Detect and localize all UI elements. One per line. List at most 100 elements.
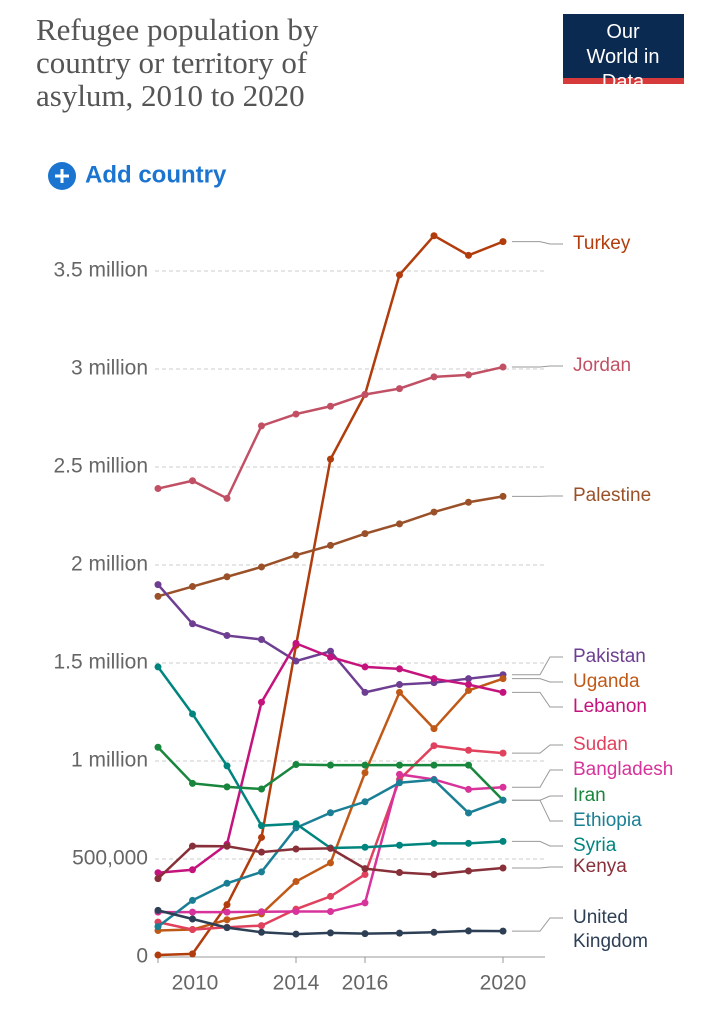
point: [258, 699, 265, 706]
y-tick-label: 1 million: [71, 749, 148, 772]
point: [327, 809, 334, 816]
point: [465, 786, 472, 793]
point: [224, 901, 231, 908]
series: Uganda: [155, 671, 640, 934]
point: [258, 834, 265, 841]
label-connector: [512, 918, 563, 931]
point: [224, 632, 231, 639]
y-tick-label: 500,000: [72, 847, 148, 870]
point: [327, 542, 334, 549]
label-connector: [512, 770, 563, 787]
point: [396, 520, 403, 527]
label-connector: [512, 657, 563, 675]
point: [258, 786, 265, 793]
legend-label: Iran: [573, 785, 606, 806]
x-tick-label: 2016: [342, 972, 389, 995]
label-connector: [512, 366, 563, 367]
point: [362, 663, 369, 670]
point: [500, 689, 507, 696]
legend-label: Bangladesh: [573, 759, 673, 780]
point: [327, 403, 334, 410]
point: [396, 869, 403, 876]
point: [431, 373, 438, 380]
series-line: [158, 643, 503, 872]
point: [224, 880, 231, 887]
legend-label: Uganda: [573, 671, 640, 692]
series: Kenya: [155, 843, 628, 883]
add-country-button[interactable]: Add country: [48, 161, 227, 190]
legend-label: Jordan: [573, 355, 631, 376]
point: [431, 929, 438, 936]
point: [293, 411, 300, 418]
point: [224, 783, 231, 790]
point: [293, 878, 300, 885]
point: [155, 744, 162, 751]
label-connector: [512, 841, 563, 846]
legend-label: Sudan: [573, 734, 628, 755]
point: [258, 908, 265, 915]
point: [189, 950, 196, 957]
legend-label: Lebanon: [573, 696, 647, 717]
point: [396, 665, 403, 672]
point: [293, 931, 300, 938]
point: [327, 859, 334, 866]
legend-label: Turkey: [573, 233, 631, 254]
point: [155, 907, 162, 914]
series-line: [158, 780, 503, 927]
point: [431, 232, 438, 239]
legend-label: Palestine: [573, 485, 651, 506]
point: [465, 499, 472, 506]
y-tick-label: 1.5 million: [53, 651, 148, 674]
point: [258, 922, 265, 929]
point: [396, 842, 403, 849]
point: [224, 573, 231, 580]
point: [293, 658, 300, 665]
point: [431, 776, 438, 783]
point: [431, 509, 438, 516]
point: [431, 742, 438, 749]
add-country-label[interactable]: Add country: [85, 161, 227, 188]
point: [327, 654, 334, 661]
point: [500, 784, 507, 791]
point: [465, 809, 472, 816]
point: [362, 865, 369, 872]
legend-label: Ethiopia: [573, 810, 642, 831]
legend-label: Pakistan: [573, 646, 646, 667]
point: [500, 838, 507, 845]
series: Jordan: [155, 355, 632, 502]
x-tick-label: 2014: [273, 972, 320, 995]
label-connector: [512, 796, 563, 800]
point: [258, 636, 265, 643]
point: [396, 771, 403, 778]
point: [293, 908, 300, 915]
point: [362, 689, 369, 696]
point: [362, 930, 369, 937]
point: [327, 762, 334, 769]
point: [189, 620, 196, 627]
point: [189, 926, 196, 933]
point: [465, 867, 472, 874]
point: [189, 710, 196, 717]
point: [327, 456, 334, 463]
x-tick-label: 2010: [172, 972, 219, 995]
series: Palestine: [155, 485, 652, 600]
series-line: [158, 667, 503, 848]
point: [189, 583, 196, 590]
series-line: [158, 367, 503, 498]
point: [362, 798, 369, 805]
point: [431, 762, 438, 769]
point: [431, 840, 438, 847]
y-tick-label: 3.5 million: [53, 259, 148, 282]
point: [500, 675, 507, 682]
point: [396, 779, 403, 786]
point: [224, 916, 231, 923]
point: [396, 681, 403, 688]
point: [362, 391, 369, 398]
point: [258, 929, 265, 936]
point: [362, 762, 369, 769]
label-connector: [512, 745, 563, 753]
